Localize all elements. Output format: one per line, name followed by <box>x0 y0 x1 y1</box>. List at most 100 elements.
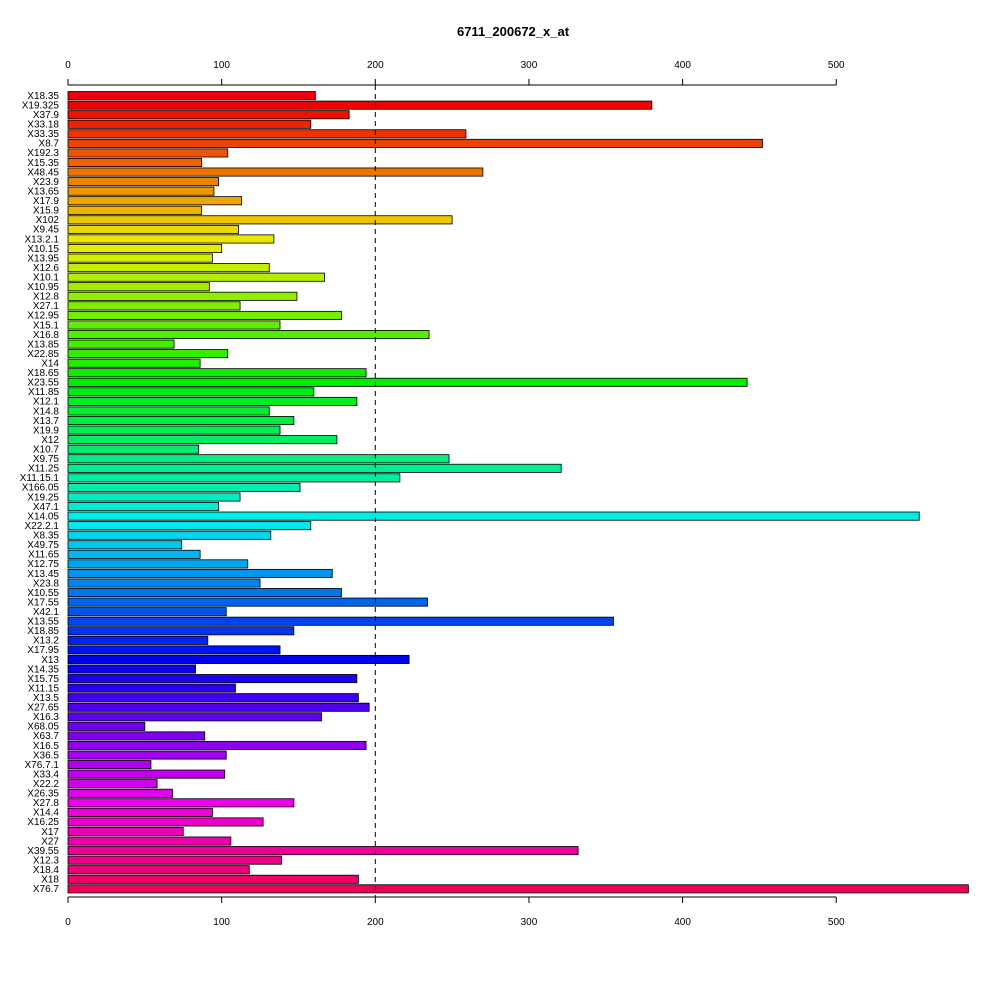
category-label: X17.55 <box>27 597 59 608</box>
category-label: X9.45 <box>33 225 60 236</box>
bar <box>67 272 325 282</box>
bottom-tick-label: 500 <box>828 917 845 928</box>
top-tick-label: 300 <box>521 60 538 71</box>
category-label: X11.85 <box>28 387 59 398</box>
bottom-tick-label: 200 <box>367 917 384 928</box>
bar <box>67 817 264 827</box>
chart-title: 6711_200672_x_at <box>457 24 570 39</box>
category-label: X18 <box>41 875 59 886</box>
category-label: X13.65 <box>27 186 59 197</box>
bar <box>67 148 229 158</box>
bar <box>67 205 203 215</box>
bottom-tick-label: 100 <box>213 917 230 928</box>
top-tick-label: 0 <box>65 60 71 71</box>
category-label: X49.75 <box>27 540 59 551</box>
category-label: X13.2 <box>33 636 60 647</box>
category-label: X68.05 <box>27 722 59 733</box>
category-label: X13.85 <box>27 339 59 350</box>
bar <box>67 435 338 445</box>
category-label: X27.65 <box>27 703 59 714</box>
bar <box>67 683 236 693</box>
category-label: X8.35 <box>33 531 60 542</box>
category-label: X63.7 <box>33 731 60 742</box>
bar <box>67 186 215 196</box>
bar <box>67 234 275 244</box>
bar <box>67 463 562 473</box>
bar <box>67 416 295 426</box>
bar <box>67 196 243 206</box>
category-label: X16.25 <box>27 817 59 828</box>
bar <box>67 884 969 894</box>
category-label: X19.325 <box>22 100 60 111</box>
bar <box>67 282 210 292</box>
category-label: X10.55 <box>27 588 59 599</box>
category-label: X9.75 <box>33 454 60 465</box>
bar <box>67 874 359 884</box>
bar <box>67 645 281 655</box>
bar <box>67 502 219 512</box>
category-label: X19.9 <box>33 425 60 436</box>
bar <box>67 320 281 330</box>
bar <box>67 330 430 340</box>
category-label: X33.35 <box>27 129 59 140</box>
category-label: X22.2 <box>33 779 60 790</box>
category-label: X22.85 <box>27 349 59 360</box>
bar <box>67 349 229 359</box>
category-label: X10.15 <box>27 244 59 255</box>
category-label: X11.25 <box>28 464 59 475</box>
category-label: X15.75 <box>27 674 59 685</box>
category-label: X47.1 <box>33 502 60 513</box>
category-label: X27.8 <box>33 798 60 809</box>
bar <box>67 540 183 550</box>
category-label: X102 <box>36 215 60 226</box>
top-tick-label: 100 <box>213 60 230 71</box>
bar <box>67 616 614 626</box>
bar <box>67 473 401 483</box>
category-label: X12.6 <box>33 263 60 274</box>
category-label: X18.85 <box>27 626 59 637</box>
bar <box>67 836 232 846</box>
bar <box>67 396 358 406</box>
bar <box>67 865 250 875</box>
category-label: X23.55 <box>27 378 59 389</box>
bar <box>67 263 270 273</box>
bar <box>67 855 282 865</box>
bar <box>67 578 261 588</box>
category-labels-group: X18.35X19.325X37.9X33.18X33.35X8.7X192.3… <box>20 91 60 895</box>
category-label: X8.7 <box>38 139 59 150</box>
category-label: X12.75 <box>27 559 59 570</box>
category-label: X23.8 <box>33 578 60 589</box>
bar <box>67 368 367 378</box>
category-label: X13.95 <box>27 253 59 264</box>
category-label: X15.9 <box>33 206 60 217</box>
bar <box>67 129 467 139</box>
bar <box>67 664 196 674</box>
bar <box>67 244 223 254</box>
bar <box>67 492 241 502</box>
category-label: X11.65 <box>28 550 59 561</box>
bar <box>67 454 450 464</box>
bar <box>67 157 203 167</box>
bar <box>67 568 333 578</box>
bar <box>67 387 315 397</box>
category-label: X166.05 <box>22 483 60 494</box>
category-label: X11.15 <box>28 683 59 694</box>
category-label: X14.8 <box>33 406 60 417</box>
bar <box>67 779 158 789</box>
category-label: X14.4 <box>33 808 60 819</box>
category-label: X15.1 <box>33 320 60 331</box>
top-tick-label: 500 <box>828 60 845 71</box>
bar <box>67 635 209 645</box>
bar <box>67 626 295 636</box>
category-label: X37.9 <box>33 110 60 121</box>
bar <box>67 291 298 301</box>
category-label: X17.95 <box>27 645 59 656</box>
bar <box>67 769 226 779</box>
bar <box>67 826 184 836</box>
category-label: X48.45 <box>27 167 59 178</box>
category-label: X10.95 <box>27 282 59 293</box>
top-x-axis: 0 100 200 300 400 500 <box>65 60 845 86</box>
bar <box>67 511 920 521</box>
bottom-tick-label: 300 <box>521 917 538 928</box>
